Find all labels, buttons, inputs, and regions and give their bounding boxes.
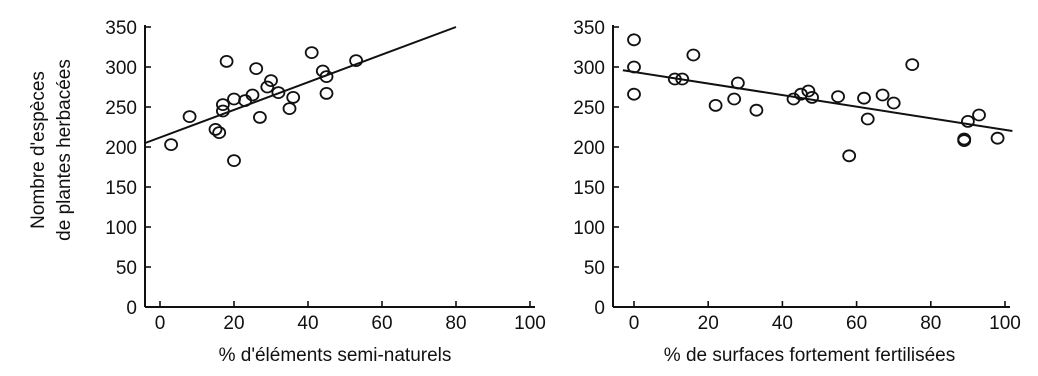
y-tick-label: 150 xyxy=(105,178,137,199)
data-point xyxy=(627,60,641,74)
data-point xyxy=(675,72,690,86)
y-tick-label: 300 xyxy=(573,58,605,79)
y-tick-label: 100 xyxy=(573,218,605,239)
y-tick-label: 0 xyxy=(594,298,605,319)
x-tick-label: 40 xyxy=(297,313,318,334)
y-tick-label: 50 xyxy=(116,258,137,279)
y-tick-label: 200 xyxy=(105,138,137,159)
data-point xyxy=(208,122,223,136)
data-point xyxy=(708,99,723,112)
x-tick-label: 100 xyxy=(989,313,1021,334)
data-point xyxy=(260,80,275,94)
data-point xyxy=(857,91,871,105)
data-point xyxy=(860,112,875,126)
y-tick-label: 150 xyxy=(573,178,605,199)
data-point xyxy=(304,46,319,59)
data-point xyxy=(749,103,764,117)
data-point xyxy=(801,84,816,98)
data-point xyxy=(264,74,278,87)
x-tick-label: 100 xyxy=(514,313,546,334)
y-tick-label: 200 xyxy=(573,138,605,159)
data-point xyxy=(227,154,241,168)
x-axis-title: % de surfaces fortement fertilisées xyxy=(664,345,955,366)
data-point xyxy=(182,110,197,123)
data-point xyxy=(252,111,267,124)
data-point xyxy=(990,131,1005,145)
data-point xyxy=(319,70,334,83)
x-tick-label: 80 xyxy=(920,313,941,334)
data-point xyxy=(219,55,234,68)
data-point xyxy=(805,91,819,104)
y-tick-label: 100 xyxy=(105,218,137,239)
trend-line xyxy=(144,26,457,144)
y-axis-title-line: de plantes herbacées xyxy=(54,59,75,241)
x-tick-label: 20 xyxy=(698,313,719,334)
x-tick-label: 0 xyxy=(629,313,640,334)
data-point xyxy=(349,54,364,67)
data-point xyxy=(286,91,301,104)
data-point xyxy=(282,102,297,115)
data-point xyxy=(730,76,745,90)
data-point xyxy=(215,98,230,111)
data-point xyxy=(831,90,845,103)
data-point xyxy=(271,86,286,99)
y-tick-label: 0 xyxy=(126,298,137,319)
data-point xyxy=(212,126,227,140)
data-point xyxy=(319,87,334,100)
data-point xyxy=(627,87,641,101)
chart-1: 0 50 100 150 200 250 300 350 0 20 40 60 80 100 % d'élé… xyxy=(28,18,546,366)
y-axis-title-line: Nombre d'espèces xyxy=(28,71,49,229)
y-tick-label: 250 xyxy=(573,98,605,119)
data-point xyxy=(215,104,230,118)
y-tick-label: 350 xyxy=(573,18,605,39)
data-point xyxy=(905,58,920,71)
y-tick-label: 50 xyxy=(584,258,605,279)
data-point xyxy=(249,62,264,75)
y-tick-label: 250 xyxy=(105,98,137,119)
x-tick-label: 0 xyxy=(155,313,166,334)
data-point xyxy=(727,92,742,106)
data-point xyxy=(875,88,890,102)
data-point xyxy=(886,96,901,110)
data-point xyxy=(957,132,972,146)
data-point xyxy=(245,88,260,102)
x-tick-label: 60 xyxy=(371,313,392,334)
data-point xyxy=(961,115,975,128)
data-point xyxy=(972,108,986,122)
x-tick-label: 20 xyxy=(223,313,244,334)
data-point xyxy=(667,72,682,86)
data-point xyxy=(686,48,701,62)
x-axis-title: % d'éléments semi-naturels xyxy=(219,345,452,366)
x-tick-label: 60 xyxy=(846,313,867,334)
chart-2: 0 50 100 150 200 250 300 350 0 20 40 60 80 100 % de su… xyxy=(573,18,1021,366)
x-tick-label: 40 xyxy=(772,313,793,334)
y-tick-label: 300 xyxy=(105,58,137,79)
data-point xyxy=(842,149,857,163)
data-point xyxy=(164,138,179,152)
y-tick-label: 350 xyxy=(105,18,137,39)
x-tick-label: 80 xyxy=(445,313,466,334)
data-point xyxy=(627,33,641,47)
data-point xyxy=(227,92,241,106)
